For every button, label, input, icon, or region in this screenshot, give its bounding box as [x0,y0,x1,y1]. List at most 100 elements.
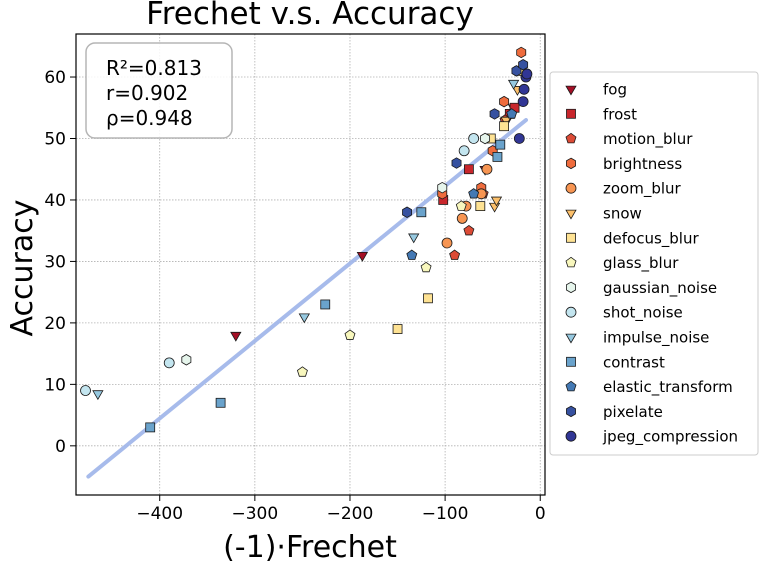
point-jpeg-compression [518,83,530,95]
point-impulse-noise [408,233,420,244]
point-defocus-blur [423,293,433,304]
legend-label: elastic_transform [603,378,733,397]
point-zoom-blur [456,212,468,224]
legend-marker-contrast [566,356,576,367]
point-gaussian-noise [181,354,192,366]
point-pixelate [489,108,500,120]
legend-label: shot_noise [603,304,683,323]
stat-spearman-rho: ρ=0.948 [106,106,193,130]
x-tick-label: −200 [327,504,374,524]
point-elastic-transform [468,188,480,199]
point-pixelate [518,59,529,71]
point-contrast [320,299,331,310]
point-impulse-noise [298,313,310,324]
legend-label: fog [603,81,627,99]
point-impulse-noise [507,79,520,90]
point-impulse-noise [92,390,104,401]
point-glass-blur [296,366,308,377]
y-tick-label: 40 [44,191,66,211]
point-shot-noise [80,385,91,396]
point-contrast [416,207,427,218]
point-contrast [145,422,156,433]
point-contrast [215,397,226,408]
legend-marker-brightness [566,157,576,170]
legend-marker-frost [566,108,576,119]
legend-marker-defocus-blur [566,232,576,243]
legend-label: frost [603,105,637,123]
stats-box: R²=0.813 r=0.902 ρ=0.948 [85,42,233,139]
legend-marker-glass-blur [565,256,577,268]
legend-label: impulse_noise [603,329,709,348]
legend-marker-pixelate [566,405,576,418]
regression-line [86,118,528,479]
legend-entries: fog frost motion_blur brightness zoom_blursn… [565,81,738,447]
legend-label: zoom_blur [603,180,682,199]
point-frost [463,164,474,175]
legend-label: jpeg_compression [602,428,738,447]
legend-label: motion_blur [603,130,693,149]
point-fog [230,331,242,342]
point-elastic-transform [406,249,418,260]
plot-area: −400 −300 −200 −100 0 0 10 20 30 40 50 60 [44,33,546,524]
point-motion-blur [463,224,475,236]
x-tick-label: 0 [535,504,546,524]
legend-label: brightness [603,155,682,173]
x-tick-label: −100 [422,504,469,524]
axis-ticks: −400 −300 −200 −100 0 0 10 20 30 40 50 60 [44,68,545,524]
y-tick-label: 30 [44,252,66,272]
point-gaussian-noise [437,181,448,194]
legend-label: defocus_blur [603,229,699,248]
legend-label: glass_blur [603,254,679,273]
y-tick-label: 10 [44,375,66,395]
legend-marker-gaussian-noise [566,281,576,294]
stats-box-frame [85,42,233,139]
point-elastic-transform [506,108,518,119]
point-glass-blur [344,329,356,340]
point-brightness [516,46,527,59]
legend-frame [549,71,759,456]
legend-marker-jpeg-compression [565,430,577,442]
y-axis-label: Accuracy [5,200,40,337]
point-pixelate [402,206,413,218]
legend-marker-impulse-noise [565,333,577,344]
point-fog [356,252,369,262]
legend-marker-zoom-blur [565,182,577,194]
legend: fog frost motion_blur brightness zoom_blursn… [549,71,759,456]
point-defocus-blur [475,201,486,212]
y-tick-label: 50 [44,129,66,149]
point-jpeg-compression [517,96,529,108]
x-tick-label: −400 [136,504,183,524]
point-pixelate [451,157,462,169]
point-jpeg-compression [521,68,533,80]
chart-title: Frechet v.s. Accuracy [146,0,474,32]
legend-marker-shot-noise [565,306,577,318]
point-shot-noise [468,133,480,144]
legend-marker-fog [565,85,577,96]
legend-label: snow [603,205,642,223]
point-brightness [499,95,510,108]
point-gaussian-noise [480,132,491,145]
stat-pearson-r: r=0.902 [106,81,188,105]
y-tick-label: 20 [44,314,66,334]
point-shot-noise [163,357,175,369]
point-snow [490,196,503,207]
point-zoom-blur [441,237,453,249]
point-contrast [495,139,506,150]
point-jpeg-compression [513,133,525,144]
legend-label: gaussian_noise [603,279,717,298]
point-shot-noise [458,145,470,157]
data-points [80,46,533,433]
point-contrast [492,152,503,162]
point-motion-blur [449,249,461,260]
legend-marker-elastic-transform [565,380,577,392]
point-zoom-blur [481,163,493,175]
y-tick-label: 60 [44,68,66,88]
plot-border [75,33,546,496]
point-glass-blur [420,261,432,273]
x-tick-label: −300 [231,504,278,524]
legend-label: pixelate [603,403,663,421]
x-axis-label: (-1)·Frechet [223,530,397,565]
point-glass-blur [455,200,467,211]
point-defocus-blur [392,324,403,334]
